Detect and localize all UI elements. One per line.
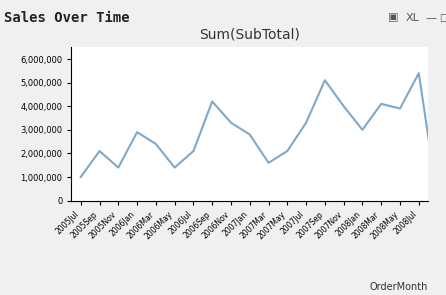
Title: Sum(SubTotal): Sum(SubTotal) — [199, 28, 300, 42]
Text: □: □ — [439, 13, 446, 23]
Text: OrderMonth: OrderMonth — [370, 282, 428, 292]
Text: XL: XL — [406, 13, 420, 23]
Text: —: — — [426, 13, 437, 23]
Text: ▣: ▣ — [388, 13, 399, 23]
Text: Sales Over Time: Sales Over Time — [4, 11, 130, 25]
